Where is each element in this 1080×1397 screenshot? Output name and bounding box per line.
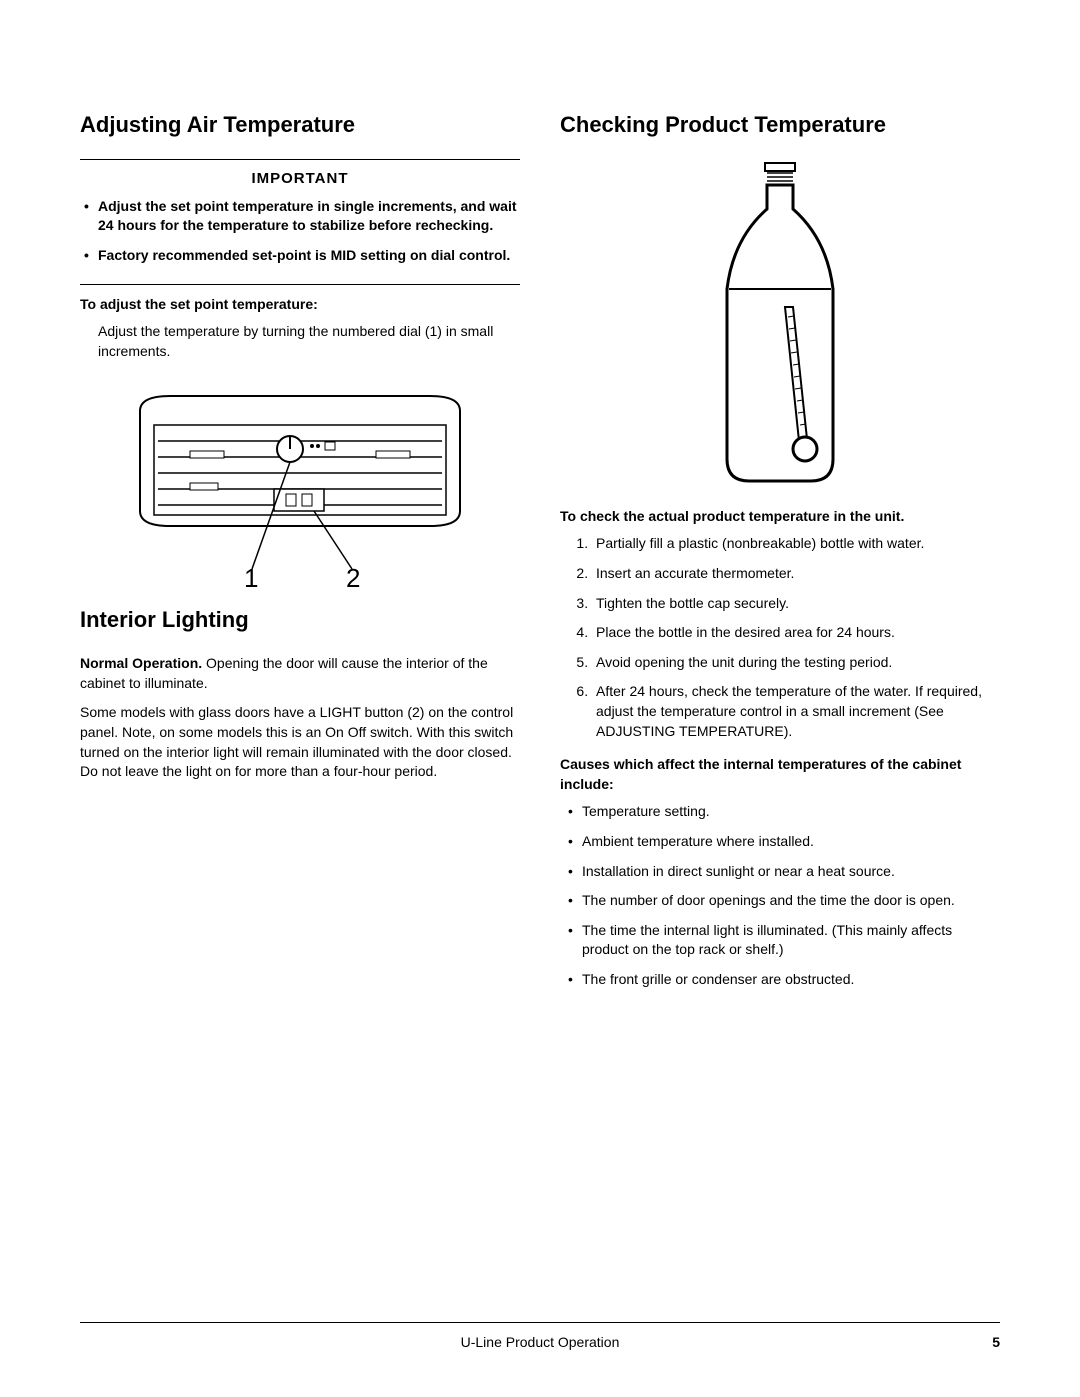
step: Partially fill a plastic (nonbreakable) …: [592, 534, 1000, 554]
important-bullets: Adjust the set point temperature in sing…: [80, 197, 520, 266]
cause: Temperature setting.: [582, 802, 1000, 822]
step: Tighten the bottle cap securely.: [592, 594, 1000, 614]
right-column: Checking Product Temperature: [560, 110, 1000, 999]
to-check-heading: To check the actual product temperature …: [560, 507, 1000, 527]
normal-operation-lead: Normal Operation.: [80, 655, 202, 671]
to-adjust-heading: To adjust the set point temperature:: [80, 295, 520, 315]
footer-text: U-Line Product Operation: [461, 1333, 620, 1353]
cause: Ambient temperature where installed.: [582, 832, 1000, 852]
page-number: 5: [992, 1333, 1000, 1353]
step: Insert an accurate thermometer.: [592, 564, 1000, 584]
left-column: Adjusting Air Temperature IMPORTANT Adju…: [80, 110, 520, 999]
callout-1: 1: [244, 563, 258, 591]
lighting-para-1: Normal Operation. Opening the door will …: [80, 654, 520, 693]
step: Avoid opening the unit during the testin…: [592, 653, 1000, 673]
step: Place the bottle in the desired area for…: [592, 623, 1000, 643]
cause: Installation in direct sunlight or near …: [582, 862, 1000, 882]
important-box: IMPORTANT Adjust the set point temperatu…: [80, 159, 520, 285]
causes-list: Temperature setting. Ambient temperature…: [560, 802, 1000, 989]
important-bullet: Factory recommended set-point is MID set…: [98, 246, 520, 266]
heading-checking-temp: Checking Product Temperature: [560, 110, 1000, 141]
check-steps: Partially fill a plastic (nonbreakable) …: [560, 534, 1000, 741]
cause: The time the internal light is illuminat…: [582, 921, 1000, 960]
adjust-body: Adjust the temperature by turning the nu…: [98, 322, 520, 361]
causes-heading: Causes which affect the internal tempera…: [560, 755, 1000, 794]
lighting-para-2: Some models with glass doors have a LIGH…: [80, 703, 520, 781]
heading-adjusting-air-temp: Adjusting Air Temperature: [80, 110, 520, 141]
heading-interior-lighting: Interior Lighting: [80, 605, 520, 636]
important-label: IMPORTANT: [80, 168, 520, 189]
cause: The number of door openings and the time…: [582, 891, 1000, 911]
page-footer: U-Line Product Operation 5: [80, 1322, 1000, 1353]
cause: The front grille or condenser are obstru…: [582, 970, 1000, 990]
bottle-figure: [703, 159, 858, 489]
control-panel-figure: 1 2: [120, 391, 480, 591]
step: After 24 hours, check the temperature of…: [592, 682, 1000, 741]
important-bullet: Adjust the set point temperature in sing…: [98, 197, 520, 236]
callout-2: 2: [346, 563, 360, 591]
